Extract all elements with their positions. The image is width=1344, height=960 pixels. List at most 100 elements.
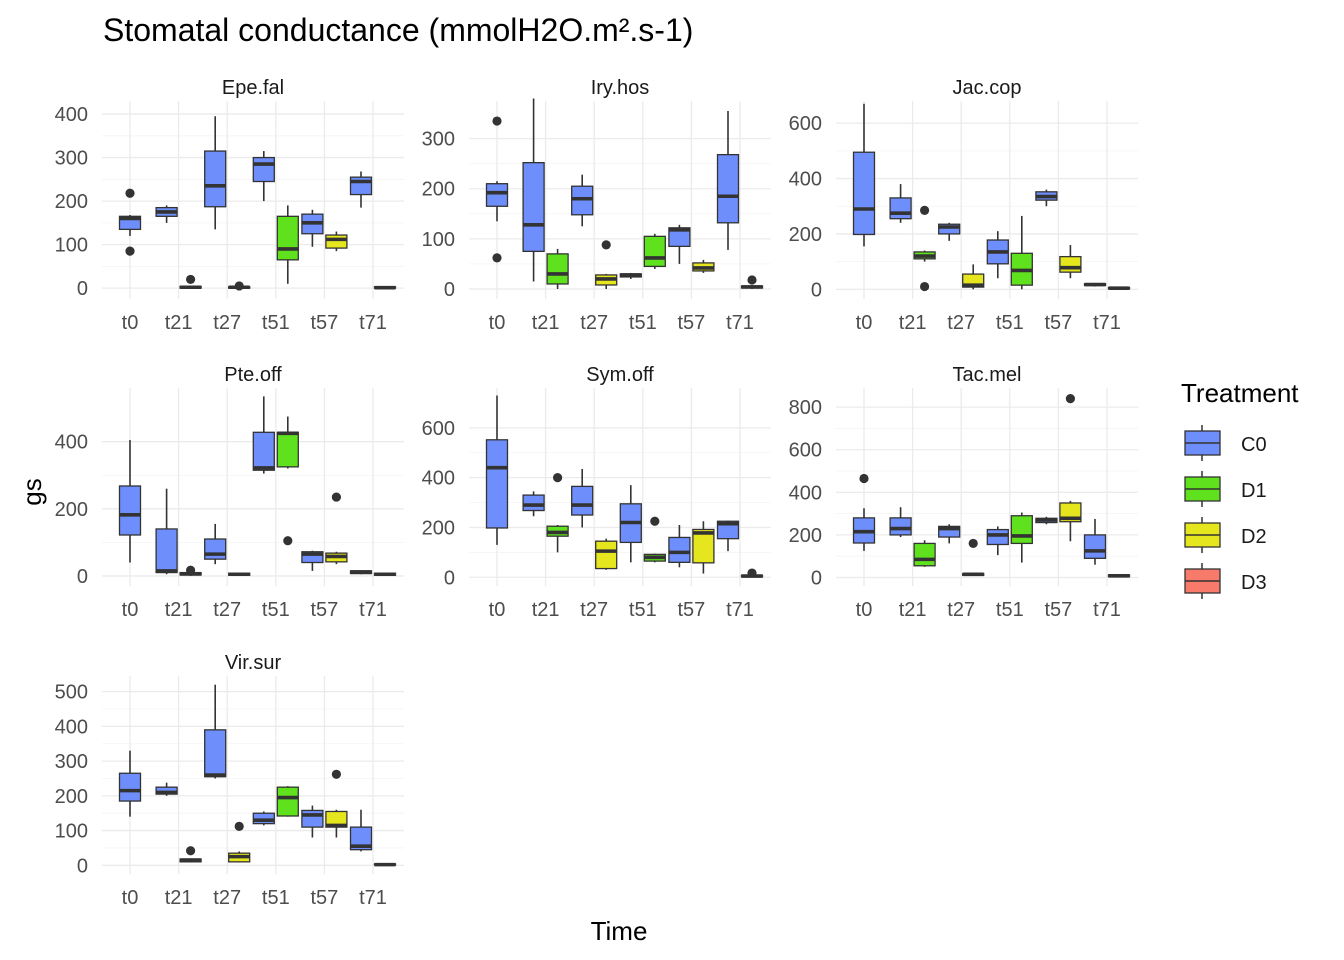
box-outlier xyxy=(331,492,341,502)
box-t51-c0 xyxy=(252,396,275,474)
box-body xyxy=(668,536,691,563)
box-outlier xyxy=(186,274,196,285)
box-t27-d2 xyxy=(962,538,985,577)
box-body xyxy=(118,485,142,536)
y-tick-label: 0 xyxy=(444,279,455,301)
x-tick-label: t21 xyxy=(532,312,560,334)
box-outlier xyxy=(650,516,660,526)
box-t71-c0 xyxy=(716,520,740,552)
box-t27-c0 xyxy=(571,174,594,227)
y-tick-label: 0 xyxy=(77,566,88,588)
facet-strip-label: Pte.off xyxy=(224,364,282,386)
x-tick-label: t51 xyxy=(629,599,657,621)
y-tick-label: 600 xyxy=(789,113,822,135)
x-tick-label: t27 xyxy=(580,312,608,334)
box-t57-d2 xyxy=(325,492,348,565)
facet-sym-off: 0 200 400 600 t0 t21 t27 t51 t57 t71 Sym.off xyxy=(422,364,771,621)
box-t21-c0 xyxy=(522,98,545,282)
x-tick-label: t57 xyxy=(1044,312,1072,334)
y-tick-label: 200 xyxy=(789,525,822,547)
box-outlier xyxy=(747,568,757,578)
x-tick-label: t57 xyxy=(677,312,705,334)
box-t51-c0 xyxy=(619,485,642,563)
facet-strip-label: Jac.cop xyxy=(953,77,1022,99)
box-outlier xyxy=(553,473,563,483)
x-tick-label: t27 xyxy=(213,599,241,621)
box-outlier xyxy=(331,769,341,779)
legend-title: Treatment xyxy=(1181,378,1299,408)
facet-strip-label: Sym.off xyxy=(586,364,654,386)
facet-strip-label: Epe.fal xyxy=(222,77,284,99)
chart-title: Stomatal conductance (mmolH2O.m².s-1) xyxy=(103,12,693,48)
y-tick-label: 400 xyxy=(789,482,822,504)
box-t0-c0 xyxy=(118,440,142,563)
box-body xyxy=(155,528,178,574)
box-body xyxy=(716,520,740,540)
x-tick-label: t0 xyxy=(122,887,139,909)
box-t71-c0 xyxy=(1083,282,1107,287)
x-tick-label: t51 xyxy=(262,599,290,621)
box-outlier xyxy=(492,116,502,126)
box-body xyxy=(276,215,299,261)
box-body xyxy=(349,826,373,851)
legend-label: D1 xyxy=(1241,480,1267,502)
box-body xyxy=(571,485,594,516)
box-t27-d2 xyxy=(962,264,985,290)
y-tick-label: 300 xyxy=(422,129,455,151)
y-tick-label: 400 xyxy=(55,432,88,454)
legend: Treatment C0 D1 D2 D3 xyxy=(1181,378,1299,599)
box-body xyxy=(938,525,961,538)
x-tick-label: t21 xyxy=(899,312,927,334)
box-t51-c0 xyxy=(252,151,275,202)
box-t21-c0 xyxy=(889,507,912,538)
box-t0-c0 xyxy=(485,116,509,263)
x-tick-label: t21 xyxy=(532,599,560,621)
x-tick-label: t51 xyxy=(996,312,1024,334)
facet-strip-label: Tac.mel xyxy=(953,364,1022,386)
box-body xyxy=(522,494,545,512)
x-tick-label: t0 xyxy=(122,312,139,334)
box-t27-d2 xyxy=(595,240,618,289)
box-t57-c0 xyxy=(301,209,324,247)
box-outlier xyxy=(968,538,978,549)
box-body xyxy=(1010,515,1033,545)
box-t57-c0 xyxy=(301,550,324,571)
box-t71-d1 xyxy=(1107,573,1131,578)
box-t57-d2 xyxy=(692,259,715,273)
box-body xyxy=(643,235,666,268)
x-tick-label: t51 xyxy=(996,599,1024,621)
legend-item-c0: C0 xyxy=(1184,425,1267,461)
x-tick-label: t51 xyxy=(262,887,290,909)
x-tick-label: t27 xyxy=(213,312,241,334)
box-t27-c0 xyxy=(204,523,227,565)
box-t0-c0 xyxy=(852,103,876,247)
facet-epe-fal: 0 100 200 300 400 t0 t21 t27 t51 t57 t71 Epe.fal xyxy=(55,77,404,334)
y-tick-label: 200 xyxy=(422,517,455,539)
box-body xyxy=(595,540,618,570)
y-tick-label: 200 xyxy=(55,499,88,521)
legend-label: C0 xyxy=(1241,434,1267,456)
x-tick-label: t51 xyxy=(629,312,657,334)
box-body xyxy=(252,156,275,183)
box-t27-d2 xyxy=(595,538,618,570)
box-t27-c0 xyxy=(571,468,594,528)
box-t71-d1 xyxy=(740,568,764,578)
box-body xyxy=(913,542,936,567)
y-tick-label: 0 xyxy=(77,278,88,300)
x-tick-label: t0 xyxy=(856,599,873,621)
box-t51-d1 xyxy=(276,205,299,284)
box-t51-d1 xyxy=(1010,215,1033,290)
box-outlier xyxy=(920,205,930,215)
box-outlier xyxy=(234,281,244,291)
box-body xyxy=(852,151,876,236)
box-t21-d1 xyxy=(179,846,202,863)
box-t21-d1 xyxy=(179,274,202,290)
box-body xyxy=(889,197,912,220)
box-t57-d2 xyxy=(325,231,348,252)
x-tick-label: t21 xyxy=(165,312,193,334)
x-tick-label: t21 xyxy=(165,887,193,909)
box-body xyxy=(276,431,299,468)
box-t71-d1 xyxy=(1107,286,1131,291)
facet-panels: 0 100 200 300 400 t0 t21 t27 t51 t57 t71 Epe.fal 0 10… xyxy=(55,77,1138,909)
